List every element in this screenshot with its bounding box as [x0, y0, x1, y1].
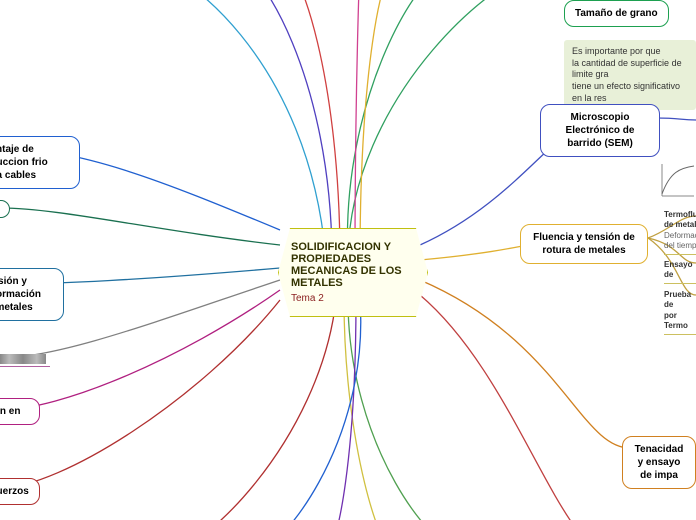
tiny-line: Ensayo de	[664, 260, 696, 281]
node-ion[interactable]: ión en	[0, 398, 40, 425]
tiny-prueba: Prueba de por Termo	[664, 288, 696, 335]
note-tamano: Es importante por que la cantidad de sup…	[564, 40, 696, 110]
node-sem[interactable]: Microscopio Electrónico de barrido (SEM)	[540, 104, 660, 157]
note-line: Es importante por que	[572, 46, 688, 58]
node-label: Fluencia y tensión de rotura de metales	[533, 232, 635, 256]
node-tension[interactable]: Tensión y deformación en metales	[0, 268, 64, 321]
tiny-termo: Termoflu de metale Deformació del tiempo	[664, 208, 696, 255]
center-subtitle: Tema 2	[291, 293, 415, 304]
graph-icon	[660, 160, 696, 200]
tiny-line: Prueba de	[664, 290, 696, 311]
center-title: SOLIDIFICACION Y PROPIEDADES MECANICAS D…	[291, 241, 415, 289]
node-label: Tensión y deformación en metales	[0, 276, 41, 313]
node-label: ión en	[0, 406, 20, 417]
tiny-line: del tiempo	[664, 241, 696, 251]
node-label: Microscopio Electrónico de barrido (SEM)	[566, 112, 635, 149]
image-placeholder	[0, 354, 46, 364]
node-fluencia[interactable]: Fluencia y tensión de rotura de metales	[520, 224, 648, 264]
tiny-line: por Termo	[664, 311, 696, 332]
node-label: rcentaje de reduccion frio para cables	[0, 144, 48, 181]
node-label: Esfuerzos	[0, 486, 29, 497]
tiny-line: Deformació	[664, 231, 696, 241]
node-reduccion[interactable]: rcentaje de reduccion frio para cables	[0, 136, 80, 189]
node-blank[interactable]	[0, 200, 10, 218]
node-tamano[interactable]: Tamaño de grano	[564, 0, 669, 27]
divider	[0, 366, 50, 367]
node-esfuerzos[interactable]: Esfuerzos	[0, 478, 40, 505]
note-line: la cantidad de superficie de limite gra	[572, 58, 688, 81]
tiny-line: Termoflu	[664, 210, 696, 220]
note-line: tiene un efecto significativo en la res	[572, 81, 688, 104]
node-tenacidad[interactable]: Tenacidad y ensayo de impa	[622, 436, 696, 489]
tiny-ensayo: Ensayo de	[664, 258, 696, 284]
center-node[interactable]: SOLIDIFICACION Y PROPIEDADES MECANICAS D…	[278, 228, 428, 317]
node-label: Tenacidad y ensayo de impa	[635, 444, 684, 481]
node-label: Tamaño de grano	[575, 8, 658, 19]
tiny-line: de metale	[664, 220, 696, 230]
